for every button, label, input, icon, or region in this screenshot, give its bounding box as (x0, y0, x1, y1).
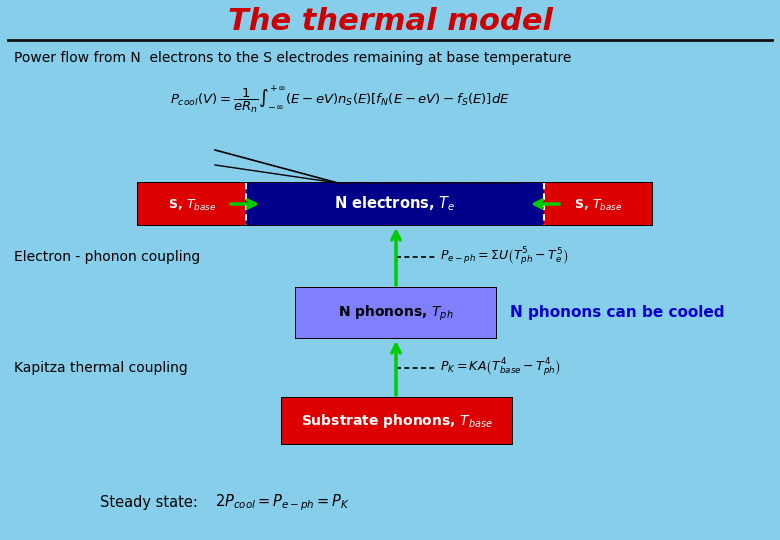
Text: The thermal model: The thermal model (228, 8, 552, 37)
Text: N phonons can be cooled: N phonons can be cooled (510, 306, 725, 321)
Text: N phonons, $T_{ph}$: N phonons, $T_{ph}$ (339, 303, 454, 322)
Bar (138, 183, 246, 225)
Bar (295, 287, 497, 339)
Text: Power flow from N  electrons to the S electrodes remaining at base temperature: Power flow from N electrons to the S ele… (14, 51, 572, 65)
Bar (281, 397, 513, 445)
Bar (137, 182, 653, 226)
Text: N electrons, $T_e$: N electrons, $T_e$ (334, 194, 456, 213)
Text: S, $T_{base}$: S, $T_{base}$ (574, 198, 622, 213)
Text: $2P_{cool}=P_{e-ph}=P_K$: $2P_{cool}=P_{e-ph}=P_K$ (215, 492, 349, 514)
Bar (282, 398, 512, 444)
Text: Kapitza thermal coupling: Kapitza thermal coupling (14, 361, 188, 375)
Bar (296, 288, 496, 338)
Bar (246, 183, 544, 225)
Text: $P_{e-ph}=\Sigma U\left(T_{ph}^5-T_e^{5}\right)$: $P_{e-ph}=\Sigma U\left(T_{ph}^5-T_e^{5}… (440, 245, 569, 268)
Bar (544, 183, 652, 225)
Text: Electron - phonon coupling: Electron - phonon coupling (14, 249, 200, 264)
Text: Steady state:: Steady state: (100, 496, 198, 510)
Text: $P_{cool}(V)=\dfrac{1}{eR_n}\int_{-\infty}^{+\infty}(E-eV)n_S(E)[f_N(E-eV)-f_S(E: $P_{cool}(V)=\dfrac{1}{eR_n}\int_{-\inft… (170, 84, 510, 116)
Text: Substrate phonons, $T_{base}$: Substrate phonons, $T_{base}$ (301, 412, 493, 430)
Text: S, $T_{base}$: S, $T_{base}$ (168, 198, 216, 213)
Text: $P_K=KA\left(T_{base}^4-T_{ph}^4\right)$: $P_K=KA\left(T_{base}^4-T_{ph}^4\right)$ (440, 357, 561, 379)
